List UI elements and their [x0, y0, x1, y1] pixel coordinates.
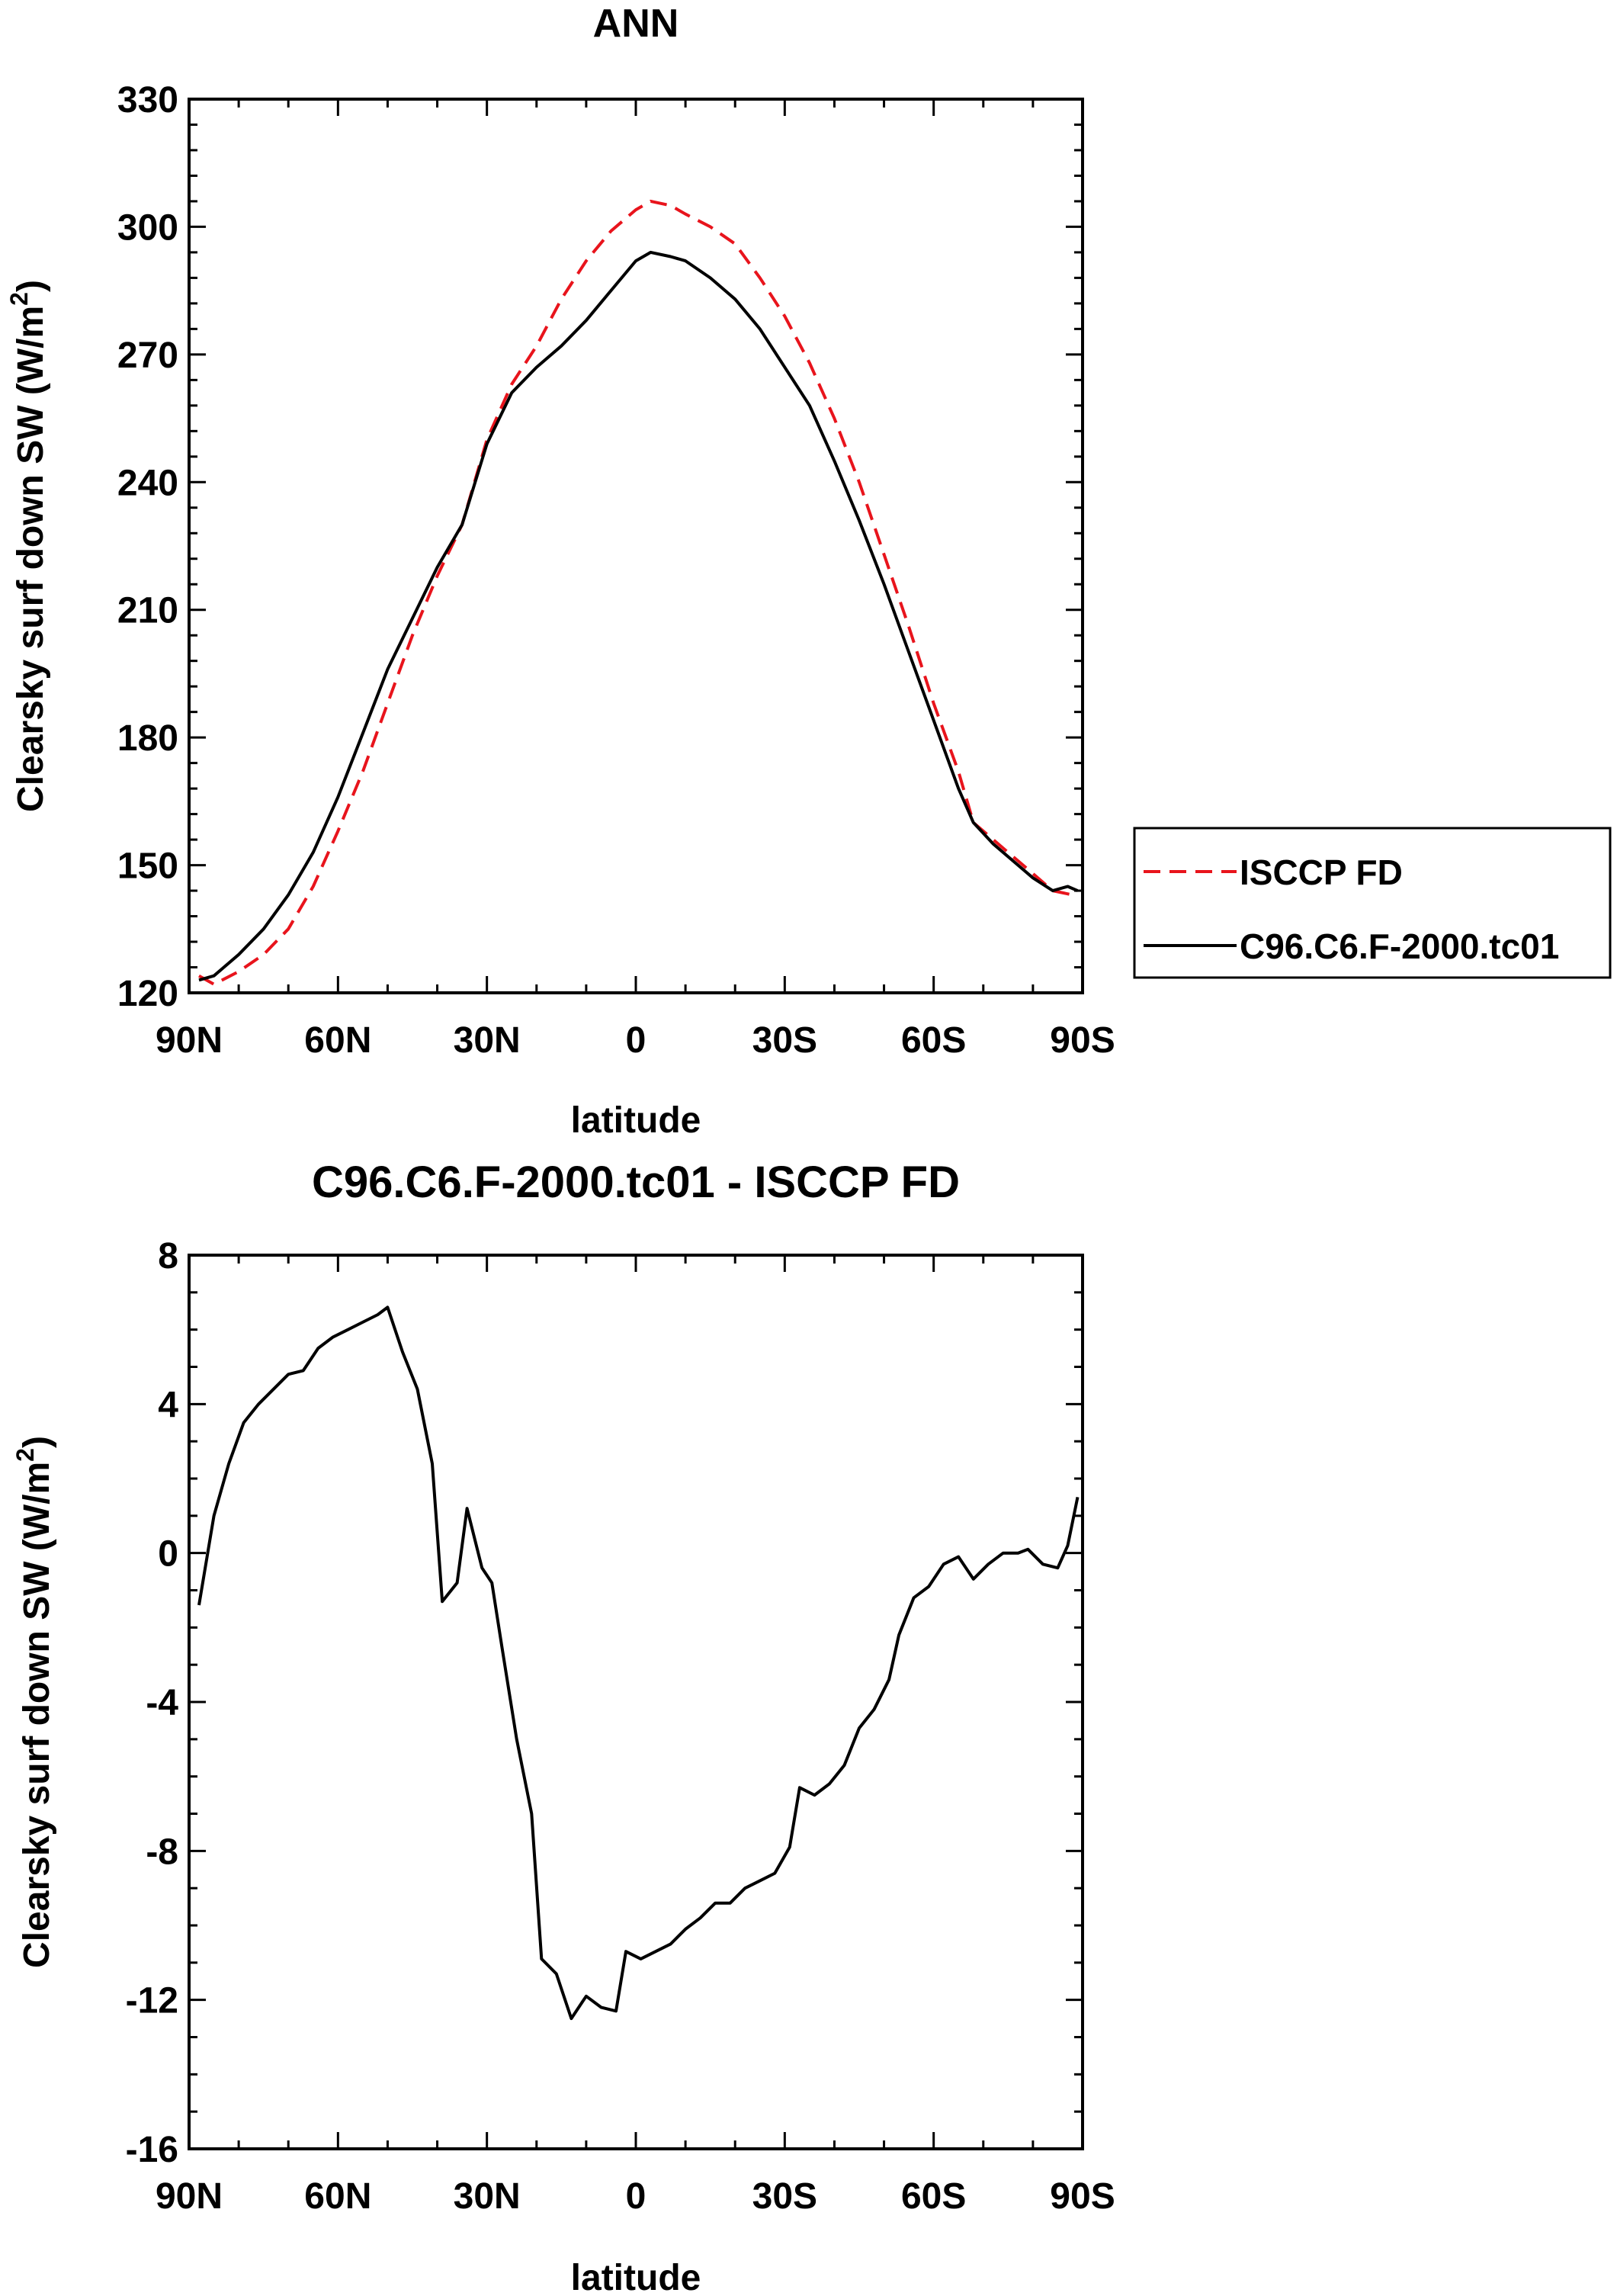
top-y-axis-label-close: ) [11, 280, 51, 292]
x-tick-label: 60S [901, 1020, 966, 1061]
x-tick-label: 30S [752, 2176, 817, 2217]
top-plot-area [198, 199, 1079, 986]
y-tick-label: 240 [117, 463, 178, 503]
y-tick-label: 210 [117, 591, 178, 631]
x-tick-label: 0 [626, 1020, 646, 1061]
panel-bottom: C96.C6.F-2000.tc01 - ISCCP FD -16 -12 -8 -4… [11, 1158, 1115, 2296]
y-tick-label: -12 [126, 1981, 178, 2021]
x-tick-label: 60S [901, 2176, 966, 2217]
panel-bottom-title: C96.C6.F-2000.tc01 - ISCCP FD [312, 1158, 960, 1207]
y-tick-label: 120 [117, 974, 178, 1014]
series-line-isccp-fd [198, 199, 1073, 986]
y-tick-label: -4 [146, 1683, 178, 1723]
bottom-x-tick-labels: 90N 60N 30N 0 30S 60S 90S [156, 2176, 1115, 2217]
legend: ISCCP FD C96.C6.F-2000.tc01 [1133, 827, 1612, 979]
y-tick-label: 8 [158, 1236, 178, 1276]
x-tick-label: 90N [156, 2176, 223, 2217]
bottom-plot-frame [188, 1254, 1084, 2150]
x-tick-label: 90N [156, 1020, 223, 1061]
legend-box [1133, 827, 1612, 979]
x-tick-label: 60N [304, 2176, 371, 2217]
series-line-c96-c6-f-2000-tc01 [198, 250, 1079, 982]
y-tick-label: 180 [117, 718, 178, 759]
y-tick-label: 0 [158, 1534, 178, 1575]
top-y-axis-label: Clearsky surf down SW (W/m2) [5, 280, 51, 812]
panel-top: ANN 120 150 180 210 240 270 300 330 90N 60N 30N 0 3… [5, 2, 1612, 1141]
top-plot-frame [188, 98, 1084, 994]
series-line-c96-c6-f-2000-tc01-isccp-fd [197, 1305, 1080, 2021]
bottom-y-axis-label-close: ) [17, 1436, 57, 1448]
y-tick-label: -8 [146, 1832, 178, 1872]
y-tick-label: 150 [117, 846, 178, 887]
bottom-y-axis-label-main: Clearsky surf down SW (W/m [17, 1462, 57, 1968]
x-tick-label: 90S [1050, 1020, 1115, 1061]
top-y-tick-labels: 120 150 180 210 240 270 300 330 [117, 80, 178, 1014]
x-tick-label: 30N [454, 1020, 521, 1061]
legend-label-isccp-fd: ISCCP FD [1240, 853, 1403, 892]
y-tick-label: -16 [126, 2130, 178, 2170]
x-tick-label: 60N [304, 1020, 371, 1061]
x-tick-label: 30N [454, 2176, 521, 2217]
bottom-y-tick-labels: -16 -12 -8 -4 0 4 8 [126, 1236, 179, 2170]
y-tick-label: 330 [117, 80, 178, 120]
x-tick-label: 30S [752, 1020, 817, 1061]
panel-top-title: ANN [593, 2, 679, 46]
top-y-axis-label-superscript: 2 [5, 292, 33, 306]
top-x-tick-labels: 90N 60N 30N 0 30S 60S 90S [156, 1020, 1115, 1061]
bottom-y-axis-label-superscript: 2 [11, 1448, 39, 1462]
y-tick-label: 270 [117, 336, 178, 376]
x-tick-label: 0 [626, 2176, 646, 2217]
bottom-x-axis-label: latitude [571, 2258, 701, 2296]
bottom-plot-area [197, 1305, 1080, 2021]
y-tick-label: 4 [158, 1385, 178, 1425]
top-y-axis-label-main: Clearsky surf down SW (W/m [11, 306, 51, 812]
legend-label-model: C96.C6.F-2000.tc01 [1240, 926, 1559, 966]
top-x-axis-label: latitude [571, 1100, 701, 1141]
y-tick-label: 300 [117, 207, 178, 248]
x-tick-label: 90S [1050, 2176, 1115, 2217]
bottom-y-axis-label: Clearsky surf down SW (W/m2) [11, 1436, 57, 1968]
